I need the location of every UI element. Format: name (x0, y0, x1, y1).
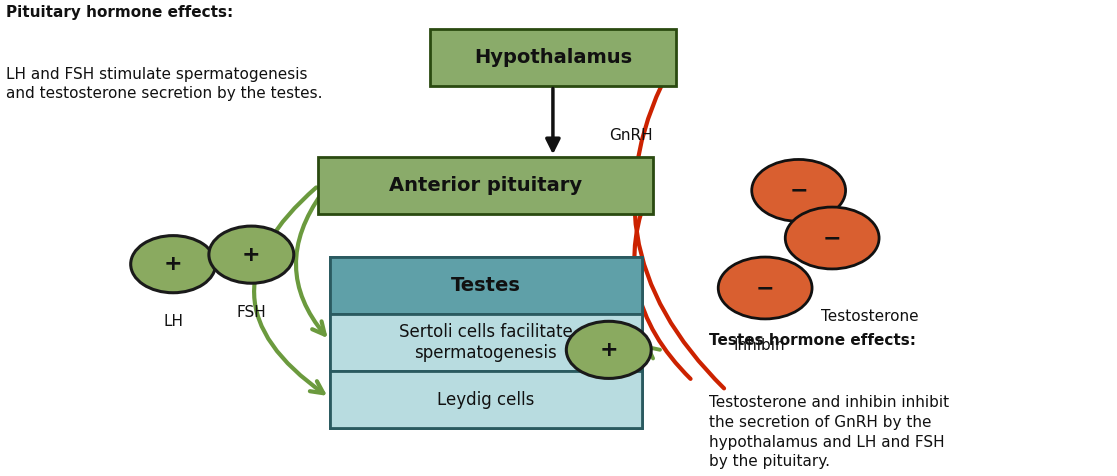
Text: +: + (242, 245, 260, 265)
Text: Leydig cells: Leydig cells (437, 391, 535, 409)
Text: Sertoli cells facilitate
spermatogenesis: Sertoli cells facilitate spermatogenesis (399, 323, 573, 362)
Text: Testosterone and inhibin inhibit
the secretion of GnRH by the
hypothalamus and L: Testosterone and inhibin inhibit the sec… (709, 395, 949, 469)
FancyArrowPatch shape (634, 187, 690, 379)
Text: Testes: Testes (451, 276, 521, 295)
FancyArrowPatch shape (634, 64, 724, 388)
Text: +: + (600, 340, 618, 360)
Text: −: − (790, 180, 808, 200)
Text: Testosterone: Testosterone (821, 309, 918, 325)
Text: −: − (823, 228, 841, 248)
Text: LH: LH (163, 314, 183, 329)
Text: +: + (164, 254, 182, 274)
Text: Pituitary hormone effects:: Pituitary hormone effects: (6, 5, 232, 20)
Ellipse shape (752, 159, 846, 221)
Text: LH and FSH stimulate spermatogenesis
and testosterone secretion by the testes.: LH and FSH stimulate spermatogenesis and… (6, 67, 322, 101)
FancyArrowPatch shape (296, 193, 325, 335)
FancyBboxPatch shape (430, 29, 676, 86)
FancyArrowPatch shape (254, 188, 324, 393)
Ellipse shape (785, 207, 879, 269)
Ellipse shape (566, 321, 651, 378)
FancyBboxPatch shape (330, 257, 642, 428)
Ellipse shape (209, 226, 294, 283)
FancyBboxPatch shape (330, 371, 642, 428)
Ellipse shape (131, 236, 216, 293)
Text: Testes hormone effects:: Testes hormone effects: (709, 333, 916, 348)
Ellipse shape (718, 257, 812, 319)
Text: Hypothalamus: Hypothalamus (474, 48, 632, 67)
Text: Anterior pituitary: Anterior pituitary (390, 176, 582, 195)
Text: Inhibin: Inhibin (734, 338, 785, 353)
FancyBboxPatch shape (330, 257, 642, 314)
Text: GnRH: GnRH (609, 128, 652, 143)
Text: −: − (756, 278, 774, 298)
Text: FSH: FSH (237, 305, 266, 320)
FancyBboxPatch shape (330, 314, 642, 371)
FancyBboxPatch shape (318, 157, 653, 214)
